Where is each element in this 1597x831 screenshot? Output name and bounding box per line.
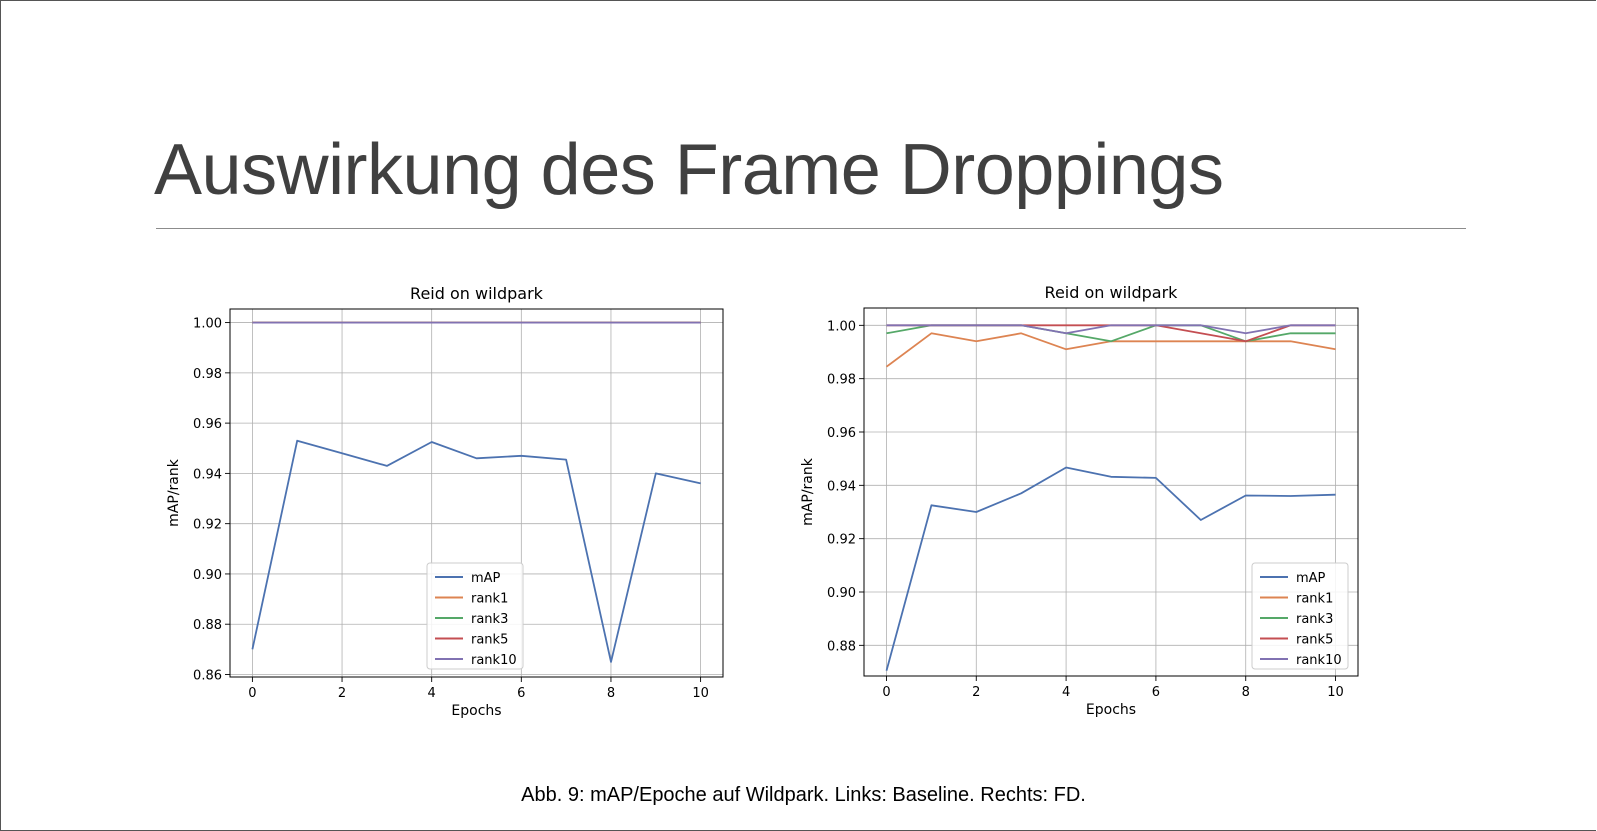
legend-label-rank1: rank1 bbox=[471, 592, 508, 607]
x-axis-label: Epochs bbox=[451, 703, 501, 719]
x-axis-label: Epochs bbox=[1086, 702, 1136, 718]
legend: mAP rank1 rank3 rank5 rank10 bbox=[1251, 562, 1349, 670]
x-tick-label: 4 bbox=[428, 686, 436, 701]
y-tick-label: 0.88 bbox=[827, 639, 856, 654]
y-tick-label: 1.00 bbox=[827, 319, 856, 334]
x-tick-label: 0 bbox=[882, 685, 890, 700]
x-tick-label: 10 bbox=[1327, 685, 1344, 700]
legend-label-rank3: rank3 bbox=[1296, 612, 1333, 627]
legend-label-rank10: rank10 bbox=[1296, 653, 1342, 668]
x-tick-label: 6 bbox=[517, 686, 525, 701]
title-divider bbox=[156, 228, 1466, 229]
legend-label-rank3: rank3 bbox=[471, 612, 508, 627]
x-tick-label: 8 bbox=[607, 686, 615, 701]
chart-frame-dropping-svg: Reid on wildpark 0.88 0.90 0.92 0.94 0.96 0.98… bbox=[800, 283, 1359, 718]
chart-title: Reid on wildpark bbox=[1045, 283, 1179, 302]
x-tick-label: 4 bbox=[1062, 685, 1070, 700]
series-line-rank1 bbox=[885, 332, 1336, 368]
legend-label-rank5: rank5 bbox=[471, 633, 508, 648]
y-tick-label: 0.88 bbox=[193, 618, 222, 633]
y-tick-label: 0.98 bbox=[193, 367, 222, 382]
chart-baseline: Reid on wildpark 0.86 0.88 0.90 0.92 0.94 0.96… bbox=[166, 279, 736, 734]
legend-label-rank10: rank10 bbox=[471, 653, 517, 668]
y-tick-label: 0.92 bbox=[827, 533, 856, 548]
x-tick-label: 2 bbox=[972, 685, 980, 700]
series-line-rank10 bbox=[886, 324, 1336, 335]
x-tick-label: 2 bbox=[338, 686, 346, 701]
y-tick-label: 0.94 bbox=[193, 467, 222, 482]
chart-title: Reid on wildpark bbox=[410, 284, 544, 303]
x-tick-label: 8 bbox=[1242, 685, 1250, 700]
legend-label-mAP: mAP bbox=[471, 571, 501, 586]
y-axis-label: mAP/rank bbox=[166, 458, 182, 527]
legend-label-rank1: rank1 bbox=[1296, 592, 1333, 607]
series-line-mAP bbox=[251, 439, 701, 663]
legend-box bbox=[426, 562, 524, 670]
y-tick-label: 1.00 bbox=[193, 317, 222, 332]
chart-baseline-svg: Reid on wildpark 0.86 0.88 0.90 0.92 0.94 0.96… bbox=[166, 284, 724, 719]
y-tick-label: 0.90 bbox=[827, 586, 856, 601]
chart-frame-dropping: Reid on wildpark 0.88 0.90 0.92 0.94 0.96 0.98… bbox=[800, 279, 1381, 734]
legend-box bbox=[1251, 562, 1349, 670]
y-tick-label: 0.90 bbox=[193, 568, 222, 583]
figure-caption: Abb. 9: mAP/Epoche auf Wildpark. Links: … bbox=[521, 784, 1086, 806]
legend-label-rank5: rank5 bbox=[1296, 633, 1333, 648]
legend: mAP rank1 rank3 rank5 rank10 bbox=[426, 562, 524, 670]
x-tick-label: 0 bbox=[248, 686, 256, 701]
y-tick-label: 0.98 bbox=[827, 373, 856, 388]
y-tick-label: 0.86 bbox=[193, 668, 222, 683]
plot-frame bbox=[863, 307, 1359, 677]
x-tick-label: 10 bbox=[692, 686, 709, 701]
y-tick-label: 0.92 bbox=[193, 518, 222, 533]
x-tick-label: 6 bbox=[1152, 685, 1160, 700]
plot-frame bbox=[229, 308, 724, 678]
y-axis-label: mAP/rank bbox=[801, 457, 816, 526]
y-tick-label: 0.96 bbox=[193, 417, 222, 432]
series-line-mAP bbox=[885, 466, 1336, 671]
series-line-rank5 bbox=[886, 324, 1336, 343]
y-tick-label: 0.96 bbox=[827, 426, 856, 441]
y-tick-label: 0.94 bbox=[827, 479, 856, 494]
legend-label-mAP: mAP bbox=[1296, 571, 1326, 586]
slide-title: Auswirkung des Frame Droppings bbox=[154, 130, 1224, 210]
